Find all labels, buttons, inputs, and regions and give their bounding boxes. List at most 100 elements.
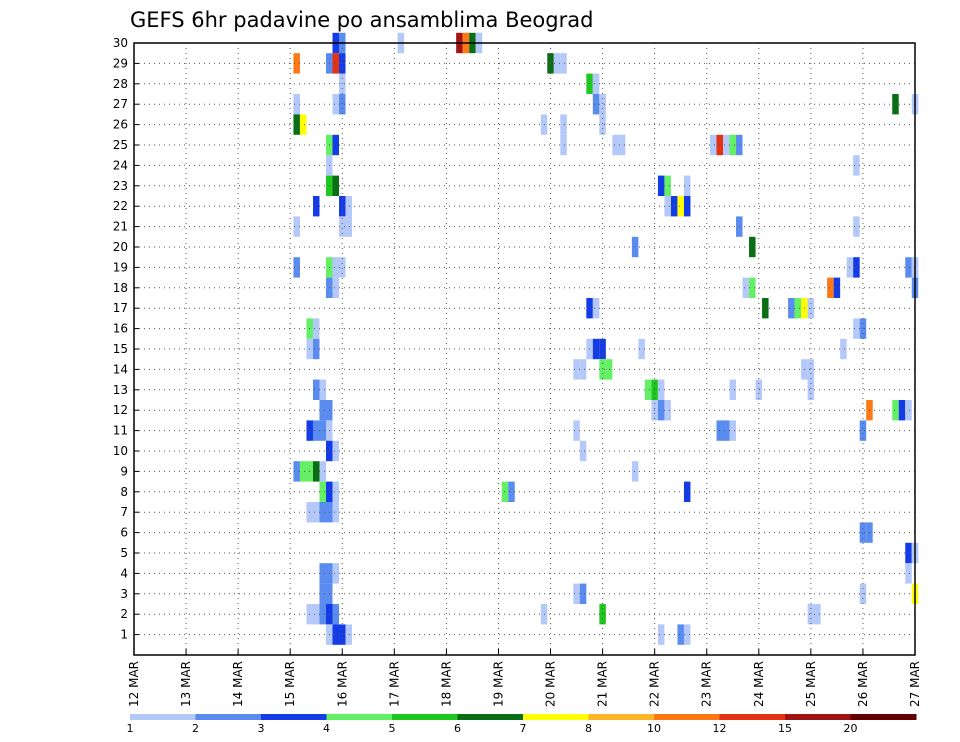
y-tick-label: 14 [113,362,128,376]
heatmap-cell [345,196,353,217]
heatmap-cell [560,134,567,156]
heatmap-cell [332,94,340,115]
heatmap-cell [807,379,815,400]
legend-swatch [326,714,393,720]
heatmap-cell [807,359,815,380]
y-tick-label: 11 [113,424,128,438]
x-tick-label: 26 MAR [856,661,870,707]
y-tick-label: 19 [113,260,128,274]
heatmap-cell [579,583,587,604]
y-tick-label: 10 [113,444,128,458]
heatmap-cell [293,114,300,135]
heatmap-cell [657,624,665,645]
y-tick-label: 28 [113,77,128,91]
legend-swatch [523,714,589,720]
heatmap-cell [749,236,756,258]
legend-swatch [719,714,786,720]
heatmap-cell [827,277,834,298]
heatmap-cell [729,420,737,441]
heatmap-cell [332,604,340,625]
heatmap-cell [332,440,340,462]
legend-swatch [392,714,458,720]
heatmap-cell [332,257,340,278]
y-tick-label: 8 [120,485,128,499]
y-tick-label: 25 [113,138,128,152]
y-tick-label: 7 [120,505,128,519]
heatmap-cell [892,94,899,115]
heatmap-cell [664,175,671,196]
heatmap-cell [332,134,340,156]
heatmap-cell [573,420,580,441]
heatmap-cell [592,338,600,360]
heatmap-cell [312,318,320,339]
heatmap-cell [592,298,600,319]
x-tick-label: 20 MAR [544,661,558,707]
legend-label: 15 [778,722,792,735]
x-tick-label: 25 MAR [804,661,818,707]
y-tick-label: 4 [120,566,128,580]
y-tick-label: 1 [120,628,128,642]
heatmap-cell [755,379,763,400]
heatmap-cell [560,53,567,74]
heatmap-cell [293,461,300,482]
heatmap-cell [332,53,340,74]
heatmap-cell [579,440,587,462]
x-tick-label: 22 MAR [648,661,662,707]
heatmap-cell [905,542,912,564]
legend-label: 20 [844,722,858,735]
heatmap-cell [579,359,587,380]
legend-label: 10 [647,722,661,735]
y-tick-label: 21 [113,220,128,234]
heatmap-cell [859,420,867,441]
heatmap-cell [612,134,619,156]
heatmap-cell [631,461,639,482]
heatmap-cell [339,216,346,237]
x-tick-label: 13 MAR [179,661,193,707]
heatmap-cell [332,502,340,523]
heatmap-cell [299,114,307,135]
heatmap-cell [599,604,606,625]
heatmap-cell [332,563,340,584]
heatmap-cell [657,379,665,400]
y-tick-label: 15 [113,342,128,356]
heatmap-cell [319,502,326,523]
heatmap-cell [345,216,353,237]
heatmap-cell [293,257,300,278]
legend-label: 7 [520,722,527,735]
heatmap-cell [742,277,750,298]
heatmap-cell [853,257,860,278]
heatmap-cell [683,175,691,196]
y-tick-label: 6 [120,526,128,540]
heatmap-cell [905,563,912,584]
heatmap-cell [508,481,515,502]
x-tick-label: 19 MAR [491,661,505,707]
heatmap-cell [332,277,340,298]
heatmap-cell [312,420,320,441]
legend-swatch [261,714,327,720]
heatmap-cell [319,379,326,400]
legend-swatch [588,714,655,720]
y-axis: 1234567891011121314151617181920212223242… [113,36,139,642]
heatmap-cell [312,461,320,482]
heatmap-cell [664,400,671,421]
gridlines [134,42,916,655]
x-axis: 12 MAR 13 MAR 14 MAR 15 MAR 16 MAR 17 MAR 18 M… [127,649,922,707]
heatmap-cell [644,379,652,400]
heatmap-cell [319,420,326,441]
heatmap-cell [312,196,320,217]
legend-swatch [654,714,720,720]
heatmap-cell [683,481,691,502]
heatmap-cell [332,481,340,502]
heatmap-cell [723,134,730,156]
heatmap-cell [332,175,340,196]
heatmap-cell [345,624,353,645]
heatmap-cell [638,338,645,360]
heatmap-cell [312,604,320,625]
y-tick-label: 24 [113,158,128,172]
heatmap-cell [618,134,626,156]
x-tick-label: 24 MAR [752,661,766,707]
y-tick-label: 5 [120,546,128,560]
legend-swatch [457,714,524,720]
heatmap-cell [853,216,860,237]
